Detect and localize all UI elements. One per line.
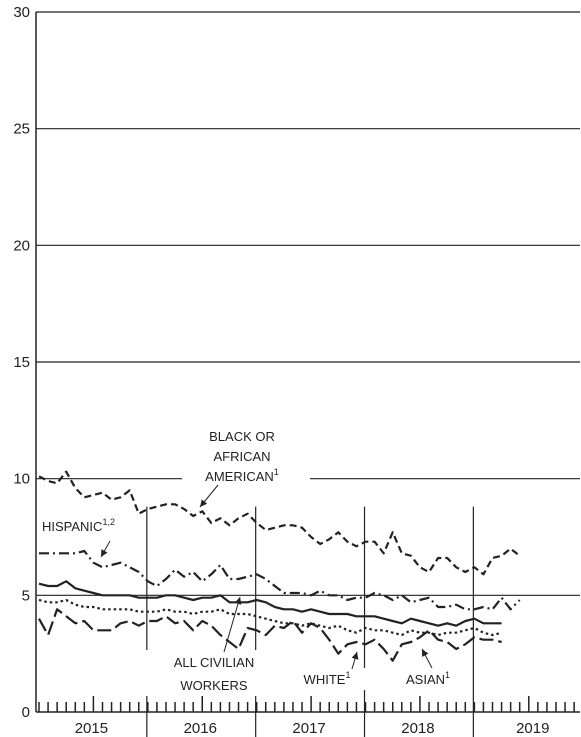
series-footnote-black-or-african-american: 1 [274,467,279,477]
series-label-all-civilian-workers-line-2: WORKERS [180,678,248,693]
series-layer [38,470,521,662]
axis-layer [35,12,580,713]
arrowhead-all-civilian-workers [234,597,242,605]
y-tick-label-10: 10 [13,471,30,488]
grid-layer [36,11,580,737]
series-label-hispanic-line-1: HISPANIC1,2 [42,517,115,534]
series-label-bg-asian [398,668,466,690]
x-tick-label-2018: 2018 [401,720,434,737]
leader-line-all-civilian-workers [223,596,241,653]
series-line-asian [38,608,502,662]
series-label-white-line-1: WHITE1 [304,670,351,687]
series-label-black-or-african-american-line-3: AMERICAN1 [205,467,279,484]
x-tick-label-2015: 2015 [75,720,108,737]
y-tick-label-15: 15 [13,354,30,371]
x-tick-label-2019: 2019 [516,720,549,737]
series-label-bg-all-civilian-workers [146,650,286,696]
y-tick-label-5: 5 [22,587,30,604]
arrowhead-asian [422,649,429,657]
series-label-bg-white [296,668,366,690]
arrowhead-black-or-african-american [200,499,208,507]
series-label-asian-line-1: ASIAN1 [406,670,450,687]
arrowhead-white [351,652,359,660]
series-label-bg-black-or-african-american [182,466,310,490]
x-tick-label-2016: 2016 [184,720,217,737]
series-label-all-civilian-workers-line-1: ALL CIVILIAN [174,655,254,670]
label-layer: 0 5 10 15 20 25 30 2015 2016 2017 2018 2019 BLACK OR… [13,4,549,737]
y-tick-label-20: 20 [13,237,30,254]
series-footnote-hispanic: 1,2 [102,517,115,527]
series-label-black-or-african-american-line-2: AFRICAN [213,449,270,464]
y-tick-label-25: 25 [13,121,30,138]
y-tick-label-30: 30 [13,4,30,21]
series-footnote-white: 1 [345,670,350,680]
series-label-black-or-african-american-line-1: BLACK OR [209,429,275,444]
series-footnote-asian: 1 [445,670,450,680]
series-line-black-or-african-american [38,470,521,576]
x-tick-label-2017: 2017 [292,720,325,737]
y-tick-label-0: 0 [22,704,30,721]
series-line-hispanic [39,549,521,611]
arrowhead-hispanic [101,549,108,557]
series-line-all-civilian-workers [38,580,502,627]
